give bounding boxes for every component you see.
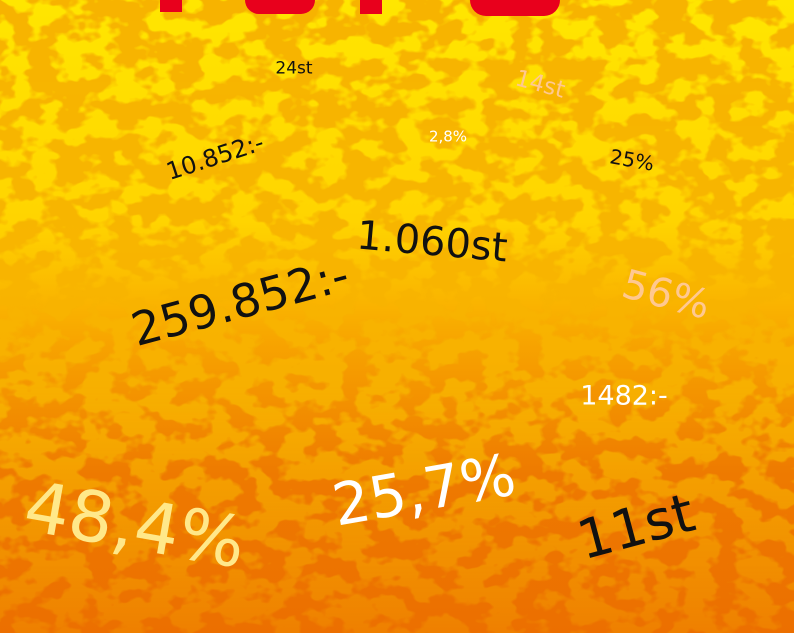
stat-label: 1482:- [580,383,668,410]
title-fragment [245,0,315,14]
title-fragment [470,0,560,16]
poster: 24st 14st 10.852:- 2,8% 25% 1.060st 259.… [0,0,794,633]
title-fragment [160,0,182,12]
stat-label: 2,8% [429,130,467,145]
stat-label: 24st [275,61,312,78]
title-fragment [360,0,382,14]
